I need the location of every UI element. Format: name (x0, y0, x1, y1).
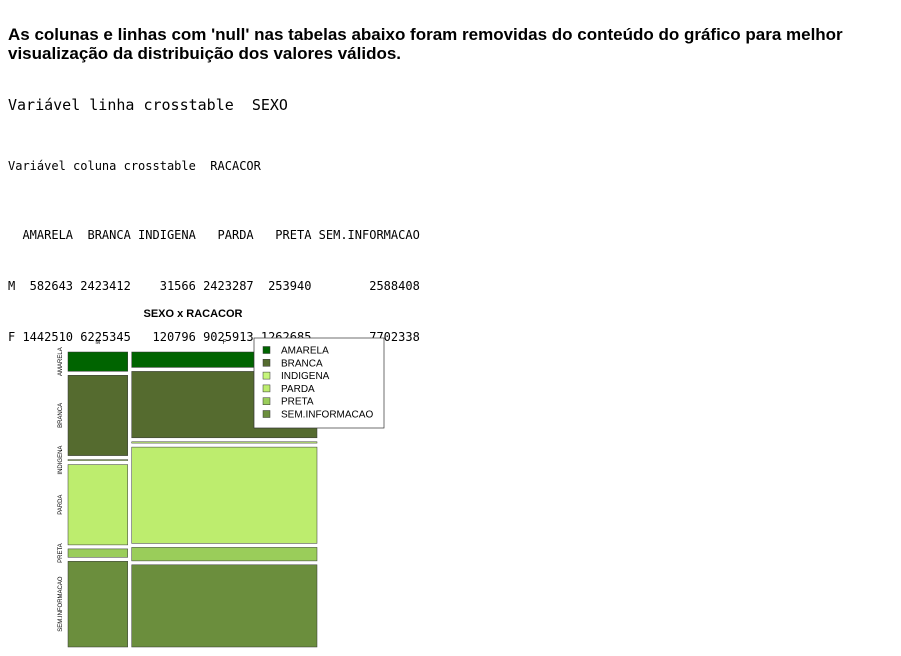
x-category-label-m: M (95, 340, 100, 346)
mosaic-tile-f-indigena (131, 441, 318, 444)
y-category-label-indigena: INDIGENA (58, 446, 64, 475)
y-category-label-parda: PARDA (58, 495, 64, 515)
mosaic-tile-m-branca (67, 375, 128, 456)
crosstable-header: AMARELA BRANCA INDIGENA PARDA PRETA SEM.… (8, 228, 420, 242)
legend-swatch-indigena (262, 371, 271, 380)
y-category-label-branca: BRANCA (58, 403, 64, 428)
legend-swatch-sem-informacao (262, 410, 271, 418)
legend-box (253, 337, 385, 429)
legend-swatch-amarela (262, 346, 271, 354)
mosaic-tile-m-amarela (67, 351, 128, 372)
mosaic-tile-f-sem-informacao (131, 564, 318, 648)
legend-label-preta: PRETA (281, 397, 314, 408)
legend-swatch-parda (262, 384, 271, 393)
mosaic-tile-f-parda (131, 446, 318, 544)
mosaic-tile-m-sem-informacao (67, 561, 128, 648)
mosaic-tile-f-preta (131, 547, 318, 562)
y-category-label-preta: PRETA (58, 543, 64, 563)
mosaic-tile-m-preta (67, 548, 128, 558)
mosaic-tile-m-parda (67, 464, 128, 546)
legend-label-amarela: AMARELA (281, 346, 329, 357)
legend-label-parda: PARDA (281, 384, 315, 395)
legend-swatch-preta (262, 397, 271, 405)
column-variable-line: Variável coluna crosstable RACACOR (8, 159, 261, 173)
legend-label-sem-informacao: SEM.INFORMACAO (281, 410, 373, 421)
y-category-label-sem-informacao: SEM.INFORMACAO (58, 576, 64, 632)
row-variable-line: Variável linha crosstable SEXO (8, 96, 288, 114)
chart-title: SEXO x RACACOR (143, 308, 242, 320)
crosstable-row-m: M 582643 2423412 31566 2423287 253940 25… (8, 279, 420, 293)
legend-swatch-branca (262, 359, 271, 367)
y-category-label-amarela: AMARELA (58, 347, 64, 376)
legend-label-indigena: INDIGENA (281, 371, 330, 382)
legend-label-branca: BRANCA (281, 358, 323, 369)
mosaic-tile-m-indigena (67, 459, 128, 461)
page-heading: As colunas e linhas com 'null' nas tabel… (8, 25, 843, 63)
x-category-label-f: F (223, 340, 227, 346)
